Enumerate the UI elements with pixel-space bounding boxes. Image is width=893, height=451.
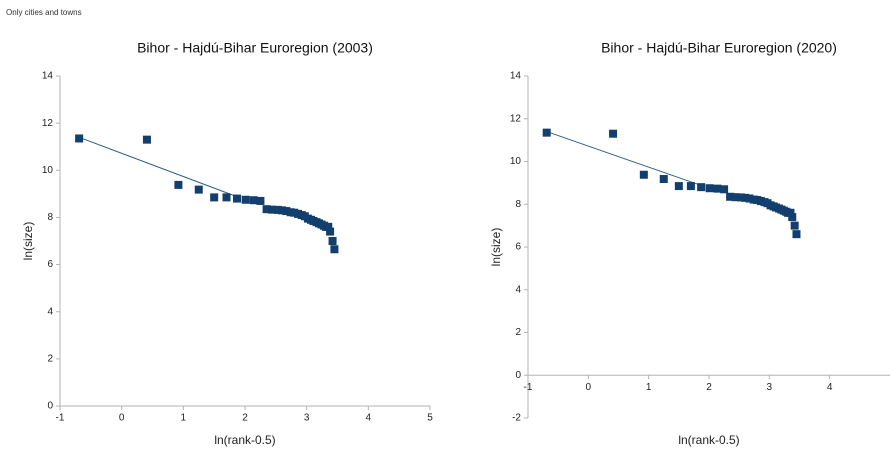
point <box>788 213 797 222</box>
point <box>256 196 265 205</box>
y-tick-label: 4 <box>515 284 521 295</box>
point <box>697 183 706 192</box>
point <box>241 195 250 204</box>
y-tick-label: 12 <box>42 118 54 129</box>
x-tick-label: 3 <box>304 413 310 424</box>
x-tick-label: 0 <box>119 413 125 424</box>
y-tick-label: 12 <box>510 113 522 124</box>
point <box>262 205 271 214</box>
point <box>713 184 722 193</box>
y-tick-label: 2 <box>515 327 521 338</box>
point <box>194 185 203 194</box>
y-axis-label: ln(size) <box>489 228 503 267</box>
point <box>232 194 241 203</box>
y-tick-label: 6 <box>47 259 53 270</box>
x-tick-label: 5 <box>427 413 433 424</box>
x-axis-label: ln(rank-0.5) <box>214 433 275 447</box>
x-tick-label: 2 <box>242 413 248 424</box>
y-tick-label: 8 <box>515 199 521 210</box>
x-tick-label: 0 <box>586 382 592 393</box>
chart-title: Bihor - Hajdú-Bihar Euroregion (2020) <box>601 40 837 56</box>
point <box>75 134 84 143</box>
point <box>326 227 335 236</box>
y-tick-label: 6 <box>515 242 521 253</box>
point <box>790 221 799 230</box>
point <box>639 170 648 179</box>
point <box>720 185 729 194</box>
point <box>659 175 668 184</box>
point <box>745 194 754 203</box>
point <box>731 193 740 202</box>
point <box>736 193 745 202</box>
y-tick-label: 8 <box>47 212 53 223</box>
y-tick-label: 0 <box>47 401 53 412</box>
y-tick-label: 14 <box>510 71 522 82</box>
point <box>222 193 231 202</box>
point <box>268 205 277 214</box>
point <box>330 245 339 254</box>
x-tick-label: 4 <box>366 413 372 424</box>
y-tick-label: 10 <box>42 165 54 176</box>
point <box>174 180 183 189</box>
x-tick-label: 1 <box>646 382 652 393</box>
point <box>542 128 551 137</box>
point <box>282 207 291 216</box>
point <box>705 184 714 193</box>
x-tick-label: 2 <box>706 382 712 393</box>
point <box>249 196 258 205</box>
point <box>726 192 735 201</box>
y-tick-label: 2 <box>47 353 53 364</box>
x-tick-label: -1 <box>524 382 533 393</box>
point <box>324 222 333 231</box>
y-tick-label: 14 <box>42 71 54 82</box>
point <box>686 182 695 191</box>
point <box>142 135 151 144</box>
note: Only cities and towns <box>6 8 82 17</box>
chart-title: Bihor - Hajdú-Bihar Euroregion (2003) <box>137 40 373 56</box>
trendline <box>546 131 704 187</box>
y-axis-label: ln(size) <box>21 222 35 261</box>
point <box>741 193 750 202</box>
x-tick-label: 1 <box>181 413 187 424</box>
point <box>328 237 337 245</box>
y-tick-label: 4 <box>47 306 53 317</box>
point <box>674 182 683 191</box>
y-tick-label: 0 <box>515 370 521 381</box>
y-tick-label: 10 <box>510 156 522 167</box>
y-tick-label: -2 <box>512 413 521 424</box>
x-tick-label: 4 <box>827 382 833 393</box>
point <box>273 205 282 214</box>
point <box>278 206 286 215</box>
x-tick-label: -1 <box>56 413 65 424</box>
x-tick-label: 3 <box>767 382 773 393</box>
point <box>210 193 219 202</box>
point <box>609 129 618 138</box>
point <box>792 230 801 239</box>
point <box>786 208 795 217</box>
x-axis-label: ln(rank-0.5) <box>678 433 739 447</box>
trendline <box>78 136 240 198</box>
